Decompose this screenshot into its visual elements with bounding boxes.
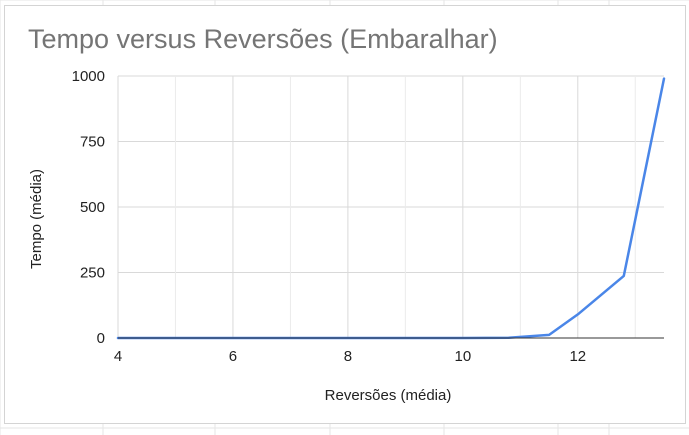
x-tick-label-3: 10 <box>454 348 471 365</box>
y-axis-title: Tempo (média) <box>28 169 45 269</box>
x-tick-label-0: 4 <box>114 348 122 365</box>
gridlines <box>117 75 664 338</box>
y-tick-label-2: 500 <box>80 199 105 216</box>
tick-labels: 0 250 500 750 1000 4 6 8 10 12 <box>72 68 587 365</box>
series-line-0 <box>116 77 666 340</box>
y-tick-label-1: 250 <box>80 265 105 282</box>
x-tick-label-1: 6 <box>229 348 237 365</box>
chart-title: Tempo versus Reversões (Embaralhar) <box>28 24 498 54</box>
y-tick-label-0: 0 <box>97 330 105 347</box>
x-tick-label-2: 8 <box>344 348 352 365</box>
x-tick-label-4: 12 <box>569 348 586 365</box>
y-tick-label-4: 1000 <box>72 68 105 85</box>
y-tick-label-3: 750 <box>80 134 105 151</box>
chart-card[interactable]: Tempo versus Reversões (Embaralhar) 0 250… <box>4 5 686 424</box>
x-axis-title: Reversões (média) <box>325 387 452 404</box>
series-layer <box>116 77 666 340</box>
